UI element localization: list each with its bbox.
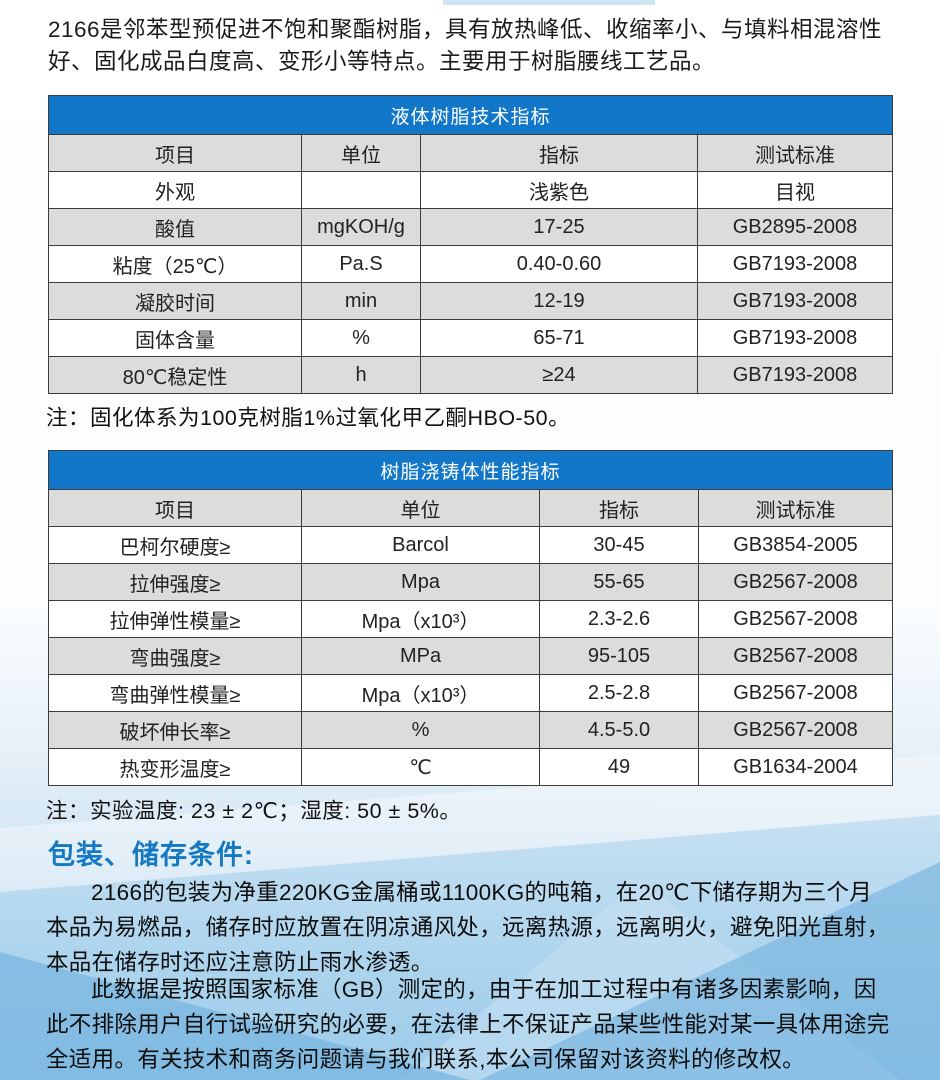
table-cell: 65-71 <box>420 320 697 356</box>
table-cell: 酸值 <box>155 218 195 241</box>
table-cell: Barcol <box>301 527 539 563</box>
section-heading-storage: 包装、储存条件: <box>48 840 254 870</box>
table-cell: 巴柯尔硬度≥ <box>119 536 231 559</box>
table-cell: MPa <box>301 638 539 674</box>
table-cell: 粘度（25℃） <box>112 255 238 278</box>
table-cell: 95-105 <box>539 638 698 674</box>
spec-table-liquid-resin: 液体树脂技术指标 项目 单位 指标 测试标准 外观 浅紫色 目视 酸值 mgKO… <box>48 95 893 394</box>
table-cell: min <box>301 283 420 319</box>
column-header: 项目 <box>155 144 195 167</box>
table-cell: 2.5-2.8 <box>539 675 698 711</box>
table-cell: h <box>301 357 420 393</box>
table-cell: 30-45 <box>539 527 698 563</box>
table-cell: Mpa（x10³） <box>301 675 539 711</box>
table-cell: 55-65 <box>539 564 698 600</box>
storage-paragraph: 2166的包装为净重220KG金属桶或1100KG的吨箱，在20℃下储存期为三个… <box>46 880 890 975</box>
table-cell: 弯曲强度≥ <box>129 647 221 670</box>
table-cell: 固体含量 <box>135 329 215 352</box>
table-cell: GB7193-2008 <box>697 357 892 393</box>
table-cell: GB1634-2004 <box>698 749 892 785</box>
table-row: 弯曲弹性模量≥ Mpa（x10³） 2.5-2.8 GB2567-2008 <box>49 674 892 711</box>
table-title: 液体树脂技术指标 <box>49 96 892 134</box>
table-cell: % <box>301 320 420 356</box>
table-header-row: 项目 单位 指标 测试标准 <box>49 134 892 171</box>
table-cell <box>301 172 420 208</box>
table-cell: GB7193-2008 <box>697 320 892 356</box>
top-accent-bar <box>443 0 655 5</box>
table-cell: 12-19 <box>420 283 697 319</box>
table-cell: GB2567-2008 <box>698 601 892 637</box>
table-row: 酸值 mgKOH/g 17-25 GB2895-2008 <box>49 208 892 245</box>
table-row: 巴柯尔硬度≥ Barcol 30-45 GB3854-2005 <box>49 526 892 563</box>
table-title: 树脂浇铸体性能指标 <box>49 451 892 489</box>
table-cell: ≥24 <box>420 357 697 393</box>
table-row: 凝胶时间 min 12-19 GB7193-2008 <box>49 282 892 319</box>
table-cell: 拉伸强度≥ <box>129 573 221 596</box>
table-cell: 4.5-5.0 <box>539 712 698 748</box>
column-header: 测试标准 <box>697 135 892 171</box>
column-header: 测试标准 <box>698 490 892 526</box>
table-cell: GB2567-2008 <box>698 712 892 748</box>
table-cell: 2.3-2.6 <box>539 601 698 637</box>
table-cell: 目视 <box>697 172 892 208</box>
table-cell: Mpa <box>301 564 539 600</box>
table-cell: 0.40-0.60 <box>420 246 697 282</box>
table-header-row: 项目 单位 指标 测试标准 <box>49 489 892 526</box>
column-header: 指标 <box>539 490 698 526</box>
table-cell: Pa.S <box>301 246 420 282</box>
column-header: 指标 <box>420 135 697 171</box>
table-row: 固体含量 % 65-71 GB7193-2008 <box>49 319 892 356</box>
table-note: 注：实验温度: 23 ± 2℃；湿度: 50 ± 5%。 <box>46 799 462 823</box>
table-cell: 49 <box>539 749 698 785</box>
table-row: 热变形温度≥ ℃ 49 GB1634-2004 <box>49 748 892 785</box>
table-cell: GB2567-2008 <box>698 564 892 600</box>
intro-paragraph: 2166是邻苯型预促进不饱和聚酯树脂，具有放热峰低、收缩率小、与填料相混溶性好、… <box>48 17 883 74</box>
spec-table-casting-body: 树脂浇铸体性能指标 项目 单位 指标 测试标准 巴柯尔硬度≥ Barcol 30… <box>48 450 893 786</box>
table-row: 拉伸弹性模量≥ Mpa（x10³） 2.3-2.6 GB2567-2008 <box>49 600 892 637</box>
table-cell: 热变形温度≥ <box>119 758 231 781</box>
table-cell: 拉伸弹性模量≥ <box>109 610 241 633</box>
table-cell: 弯曲弹性模量≥ <box>109 684 241 707</box>
table-cell: GB2895-2008 <box>697 209 892 245</box>
table-row: 弯曲强度≥ MPa 95-105 GB2567-2008 <box>49 637 892 674</box>
table-cell: GB2567-2008 <box>698 638 892 674</box>
column-header: 单位 <box>301 490 539 526</box>
table-cell: GB7193-2008 <box>697 283 892 319</box>
column-header: 单位 <box>301 135 420 171</box>
table-cell: mgKOH/g <box>301 209 420 245</box>
table-cell: 浅紫色 <box>420 172 697 208</box>
table-cell: 80℃稳定性 <box>122 366 228 389</box>
column-header: 项目 <box>155 499 195 522</box>
table-cell: 17-25 <box>420 209 697 245</box>
table-cell: GB2567-2008 <box>698 675 892 711</box>
disclaimer-paragraph: 此数据是按照国家标准（GB）测定的，由于在加工过程中有诸多因素影响，因此不排除用… <box>46 977 890 1072</box>
table-cell: % <box>301 712 539 748</box>
table-cell: GB7193-2008 <box>697 246 892 282</box>
table-row: 粘度（25℃） Pa.S 0.40-0.60 GB7193-2008 <box>49 245 892 282</box>
table-cell: ℃ <box>301 749 539 785</box>
table-row: 拉伸强度≥ Mpa 55-65 GB2567-2008 <box>49 563 892 600</box>
table-row: 外观 浅紫色 目视 <box>49 171 892 208</box>
table-row: 破坏伸长率≥ % 4.5-5.0 GB2567-2008 <box>49 711 892 748</box>
table-note: 注：固化体系为100克树脂1%过氧化甲乙酮HBO-50。 <box>46 406 571 430</box>
table-row: 80℃稳定性 h ≥24 GB7193-2008 <box>49 356 892 393</box>
table-cell: Mpa（x10³） <box>301 601 539 637</box>
table-cell: GB3854-2005 <box>698 527 892 563</box>
table-cell: 外观 <box>155 181 195 204</box>
table-cell: 凝胶时间 <box>135 292 215 315</box>
table-cell: 破坏伸长率≥ <box>119 721 231 744</box>
